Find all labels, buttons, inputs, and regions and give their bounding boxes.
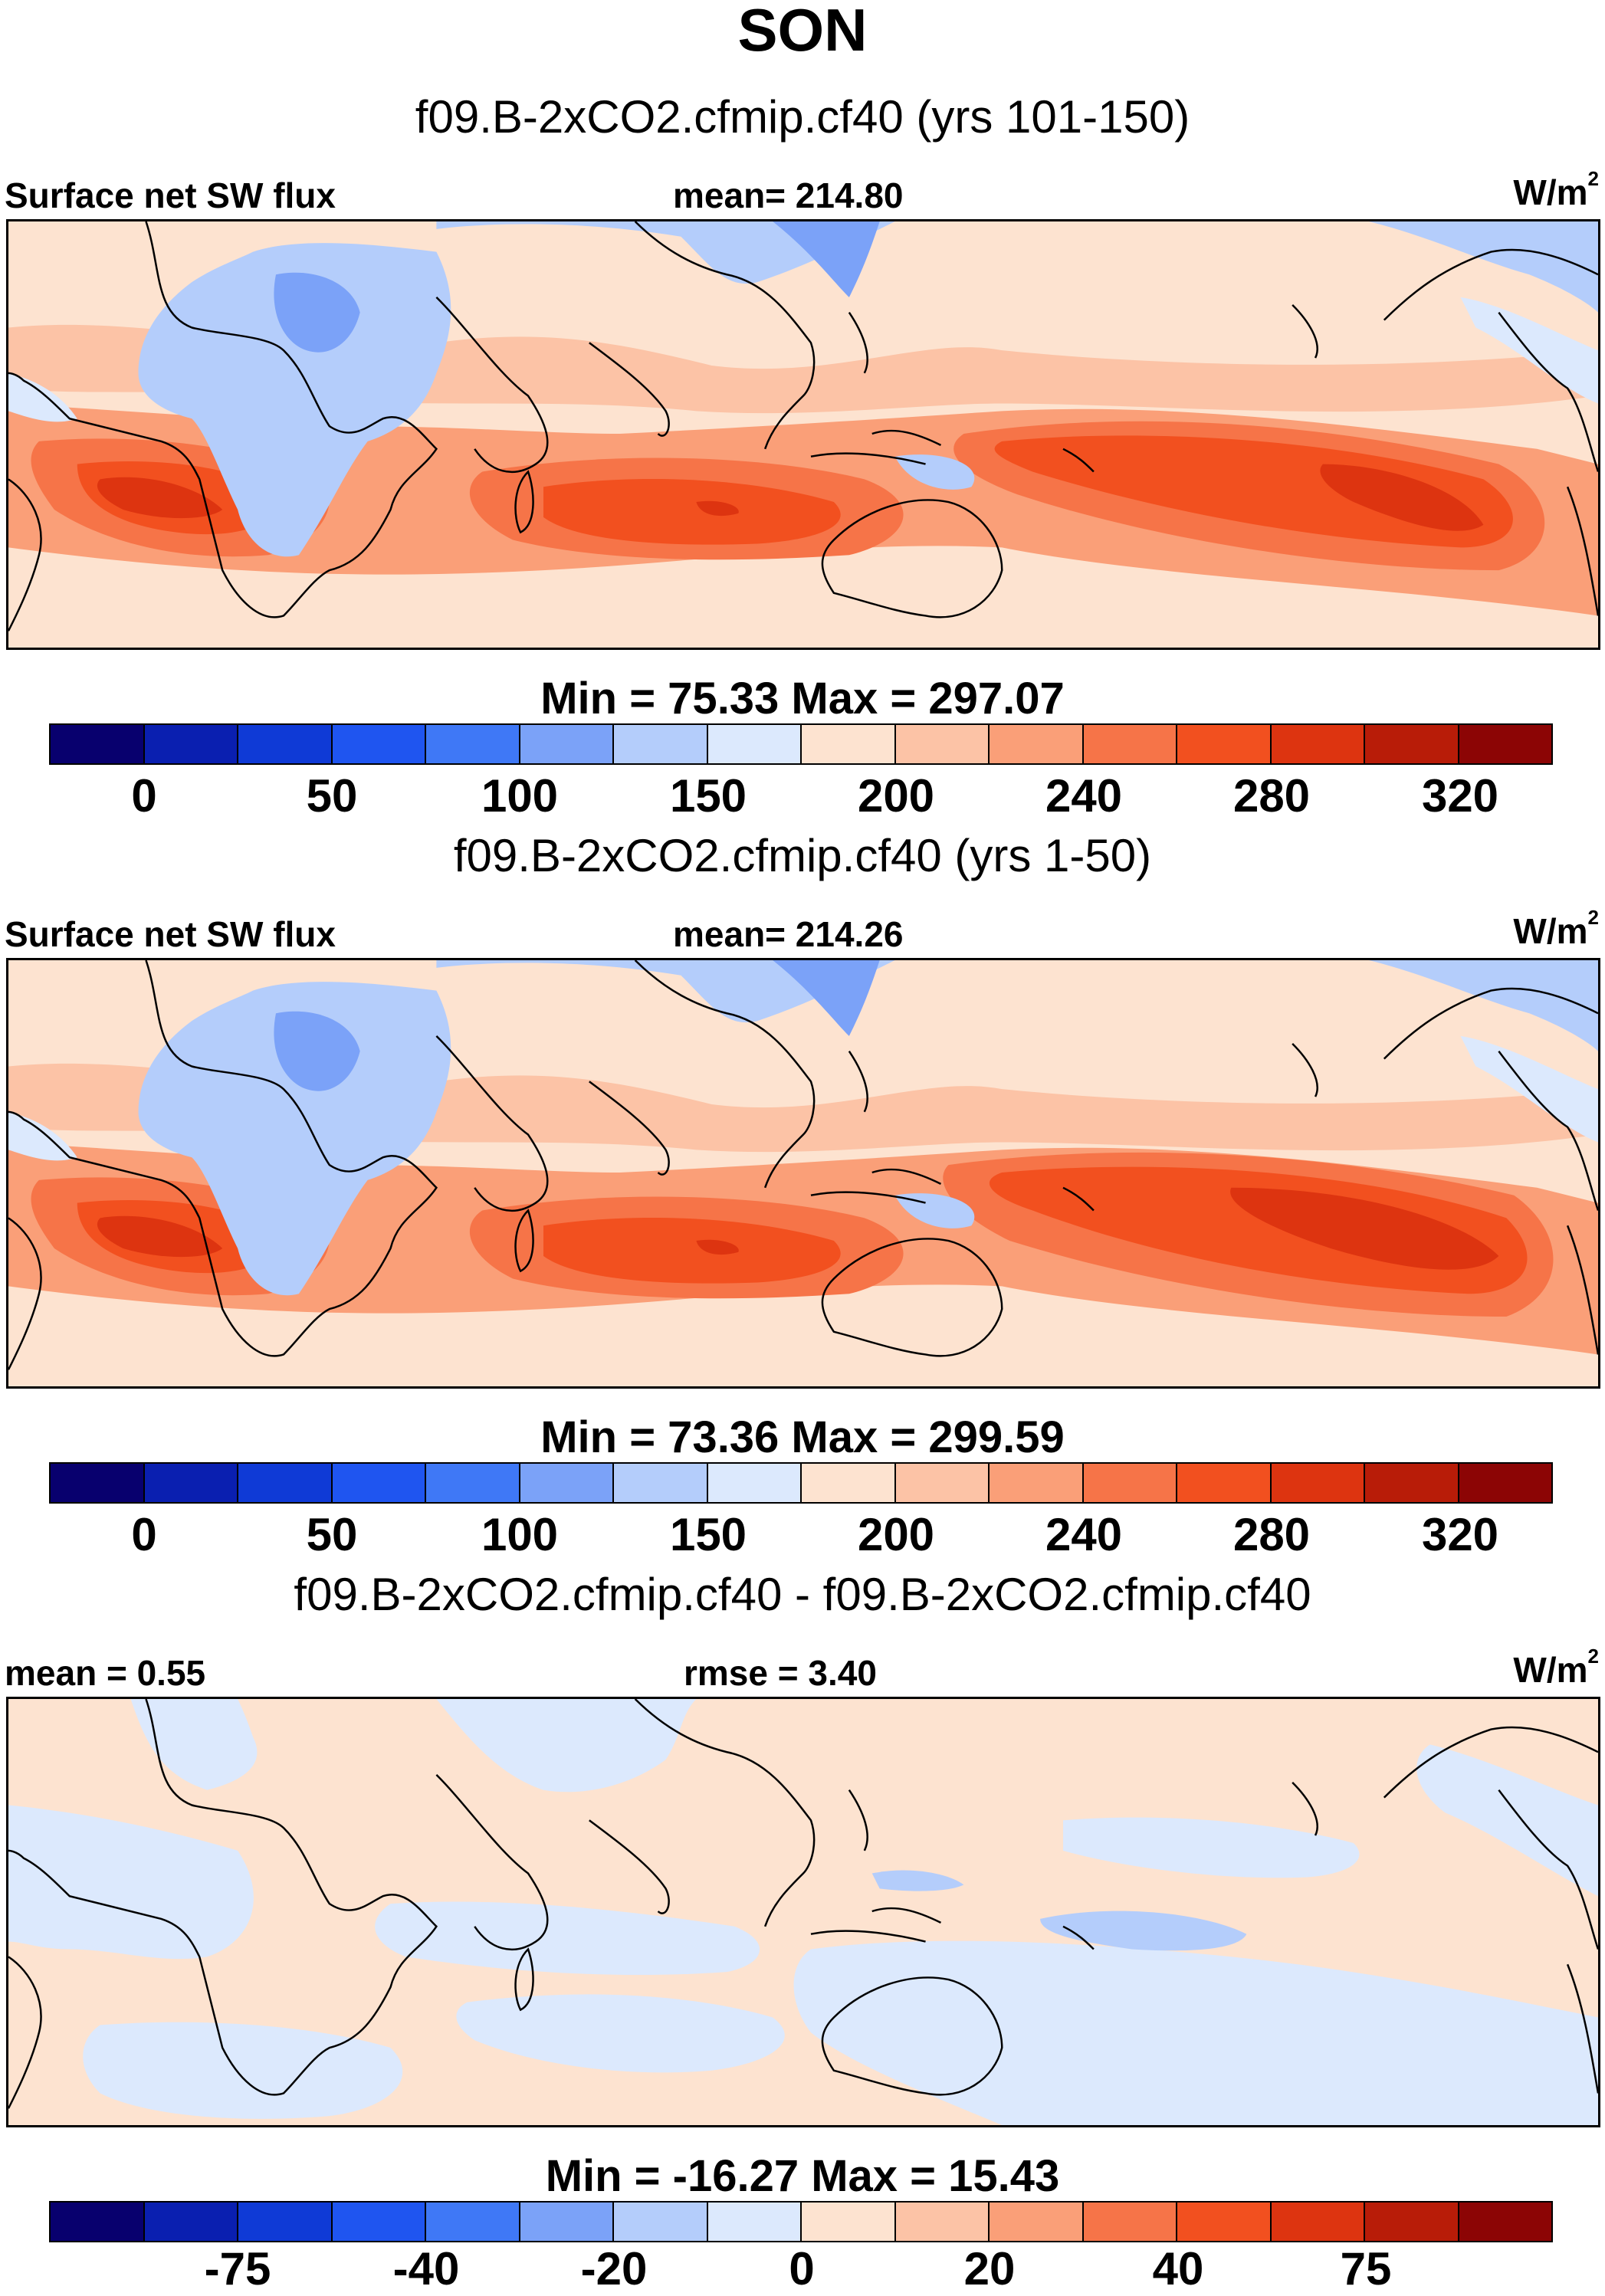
panel-3-map	[6, 1697, 1600, 2127]
panel-3-rmse-label: rmse = 3.40	[684, 1653, 877, 1693]
colorbar-box	[614, 1464, 708, 1502]
panel-1-units-label: W/m2	[1513, 167, 1599, 212]
figure-title: SON	[737, 0, 868, 64]
colorbar-box	[1177, 2203, 1272, 2241]
panel-3-colorbar-ticks: -75 -40 -20 0 20 40 75	[0, 2242, 1605, 2296]
colorbar-box	[426, 1464, 520, 1502]
colorbar-box	[1177, 725, 1272, 763]
colorbar-box	[332, 725, 426, 763]
panel-3-mean-label: mean = 0.55	[5, 1653, 206, 1693]
colorbar-box	[1271, 2203, 1365, 2241]
colorbar-tick: 50	[306, 770, 358, 822]
panel-1-minmax: Min = 75.33 Max = 297.07	[540, 674, 1065, 723]
colorbar-box	[51, 725, 145, 763]
colorbar-box	[990, 725, 1084, 763]
colorbar-box	[1459, 1464, 1551, 1502]
panel-2-units-label: W/m2	[1513, 906, 1599, 951]
colorbar-tick: 320	[1421, 1509, 1499, 1560]
panel-2-case-label: f09.B-2xCO2.cfmip.cf40 (yrs 1-50)	[453, 830, 1152, 881]
colorbar-box	[1083, 725, 1177, 763]
panel-1-colorbar-ticks: 0 50 100 150 200 240 280 320	[0, 769, 1605, 823]
colorbar-box	[520, 1464, 614, 1502]
colorbar-box	[1459, 2203, 1551, 2241]
colorbar-box	[707, 2203, 802, 2241]
colorbar-box	[332, 1464, 426, 1502]
colorbar-box	[144, 1464, 238, 1502]
colorbar-tick: 280	[1232, 1509, 1311, 1560]
panel-3-field	[8, 1699, 1598, 2125]
panel-2-field	[8, 960, 1598, 1386]
colorbar-box	[802, 1464, 896, 1502]
colorbar-box	[1177, 1464, 1272, 1502]
colorbar-box	[426, 725, 520, 763]
panel-1-field	[8, 221, 1598, 648]
colorbar-box	[1271, 725, 1365, 763]
panel-2-map	[6, 958, 1600, 1389]
colorbar-box	[426, 2203, 520, 2241]
panel-3-colorbar	[49, 2201, 1553, 2242]
colorbar-box	[1365, 725, 1459, 763]
colorbar-box	[707, 1464, 802, 1502]
colorbar-tick: -40	[392, 2243, 460, 2294]
panel-1-variable-label: Surface net SW flux	[5, 175, 336, 215]
colorbar-tick: 40	[1152, 2243, 1204, 2294]
panel-3-units-label: W/m2	[1513, 1645, 1599, 1690]
colorbar-box	[51, 2203, 145, 2241]
panel-1-map	[6, 219, 1600, 650]
colorbar-box	[1365, 2203, 1459, 2241]
panel-2-colorbar	[49, 1462, 1553, 1504]
colorbar-tick: 200	[857, 770, 935, 822]
colorbar-box	[1083, 1464, 1177, 1502]
colorbar-box	[707, 725, 802, 763]
colorbar-tick: 100	[481, 1509, 559, 1560]
colorbar-box	[990, 2203, 1084, 2241]
colorbar-tick: -75	[204, 2243, 271, 2294]
colorbar-box	[520, 725, 614, 763]
panel-1-colorbar	[49, 723, 1553, 765]
colorbar-box	[990, 1464, 1084, 1502]
colorbar-tick: 50	[306, 1509, 358, 1560]
colorbar-box	[238, 725, 333, 763]
colorbar-tick: 280	[1232, 770, 1311, 822]
colorbar-box	[614, 2203, 708, 2241]
panel-2-mean-label: mean= 214.26	[673, 914, 904, 954]
colorbar-box	[895, 725, 990, 763]
colorbar-box	[802, 2203, 896, 2241]
colorbar-tick: 240	[1045, 1509, 1123, 1560]
colorbar-tick: 75	[1340, 2243, 1392, 2294]
panel-2-colorbar-ticks: 0 50 100 150 200 240 280 320	[0, 1508, 1605, 1562]
panel-2-variable-label: Surface net SW flux	[5, 914, 336, 954]
colorbar-box	[802, 725, 896, 763]
colorbar-tick: -20	[580, 2243, 648, 2294]
colorbar-box	[51, 1464, 145, 1502]
colorbar-tick: 150	[669, 770, 747, 822]
colorbar-box	[144, 725, 238, 763]
panel-1-case-label: f09.B-2xCO2.cfmip.cf40 (yrs 101-150)	[415, 91, 1190, 143]
colorbar-tick: 20	[963, 2243, 1016, 2294]
colorbar-box	[332, 2203, 426, 2241]
colorbar-box	[1365, 1464, 1459, 1502]
colorbar-box	[895, 1464, 990, 1502]
colorbar-box	[895, 2203, 990, 2241]
colorbar-tick: 240	[1045, 770, 1123, 822]
colorbar-box	[614, 725, 708, 763]
colorbar-box	[1459, 725, 1551, 763]
colorbar-box	[520, 2203, 614, 2241]
panel-2-minmax: Min = 73.36 Max = 299.59	[540, 1412, 1065, 1462]
colorbar-tick: 200	[857, 1509, 935, 1560]
colorbar-tick: 0	[789, 2243, 815, 2294]
panel-3-case-label: f09.B-2xCO2.cfmip.cf40 - f09.B-2xCO2.cfm…	[294, 1569, 1311, 1620]
panel-1-mean-label: mean= 214.80	[673, 175, 904, 215]
colorbar-tick: 320	[1421, 770, 1499, 822]
colorbar-box	[238, 2203, 333, 2241]
colorbar-box	[238, 1464, 333, 1502]
colorbar-tick: 100	[481, 770, 559, 822]
colorbar-box	[1271, 1464, 1365, 1502]
colorbar-tick: 150	[669, 1509, 747, 1560]
panel-3-minmax: Min = -16.27 Max = 15.43	[545, 2151, 1060, 2201]
colorbar-box	[1083, 2203, 1177, 2241]
colorbar-tick: 0	[131, 770, 157, 822]
colorbar-tick: 0	[131, 1509, 157, 1560]
colorbar-box	[144, 2203, 238, 2241]
